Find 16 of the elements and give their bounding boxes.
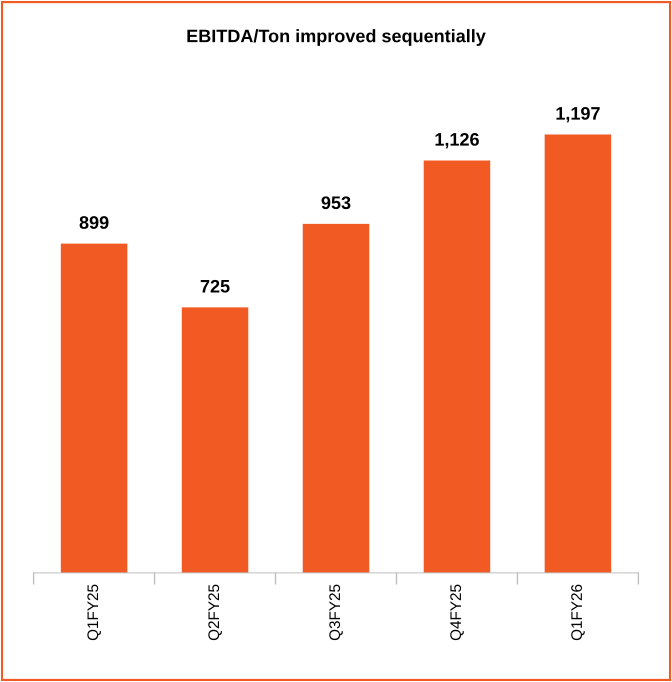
x-tick-label: Q1FY25 <box>87 584 101 640</box>
data-label: 725 <box>200 280 230 293</box>
x-tick-label: Q1FY26 <box>571 584 585 640</box>
data-label: 953 <box>322 196 350 210</box>
data-label: 1,197 <box>556 106 600 122</box>
bar <box>302 224 370 573</box>
bar <box>424 160 490 573</box>
x-tick-label: Q2FY25 <box>208 584 222 640</box>
data-label: 1,126 <box>436 132 479 148</box>
bar <box>182 307 248 573</box>
bar <box>60 244 128 573</box>
chart-title: EBITDA/Ton improved sequentially <box>187 29 486 46</box>
bar <box>544 134 612 573</box>
x-tick-label: Q4FY25 <box>450 584 464 640</box>
x-tick-label: Q3FY25 <box>329 584 343 640</box>
data-label: 899 <box>80 216 108 229</box>
